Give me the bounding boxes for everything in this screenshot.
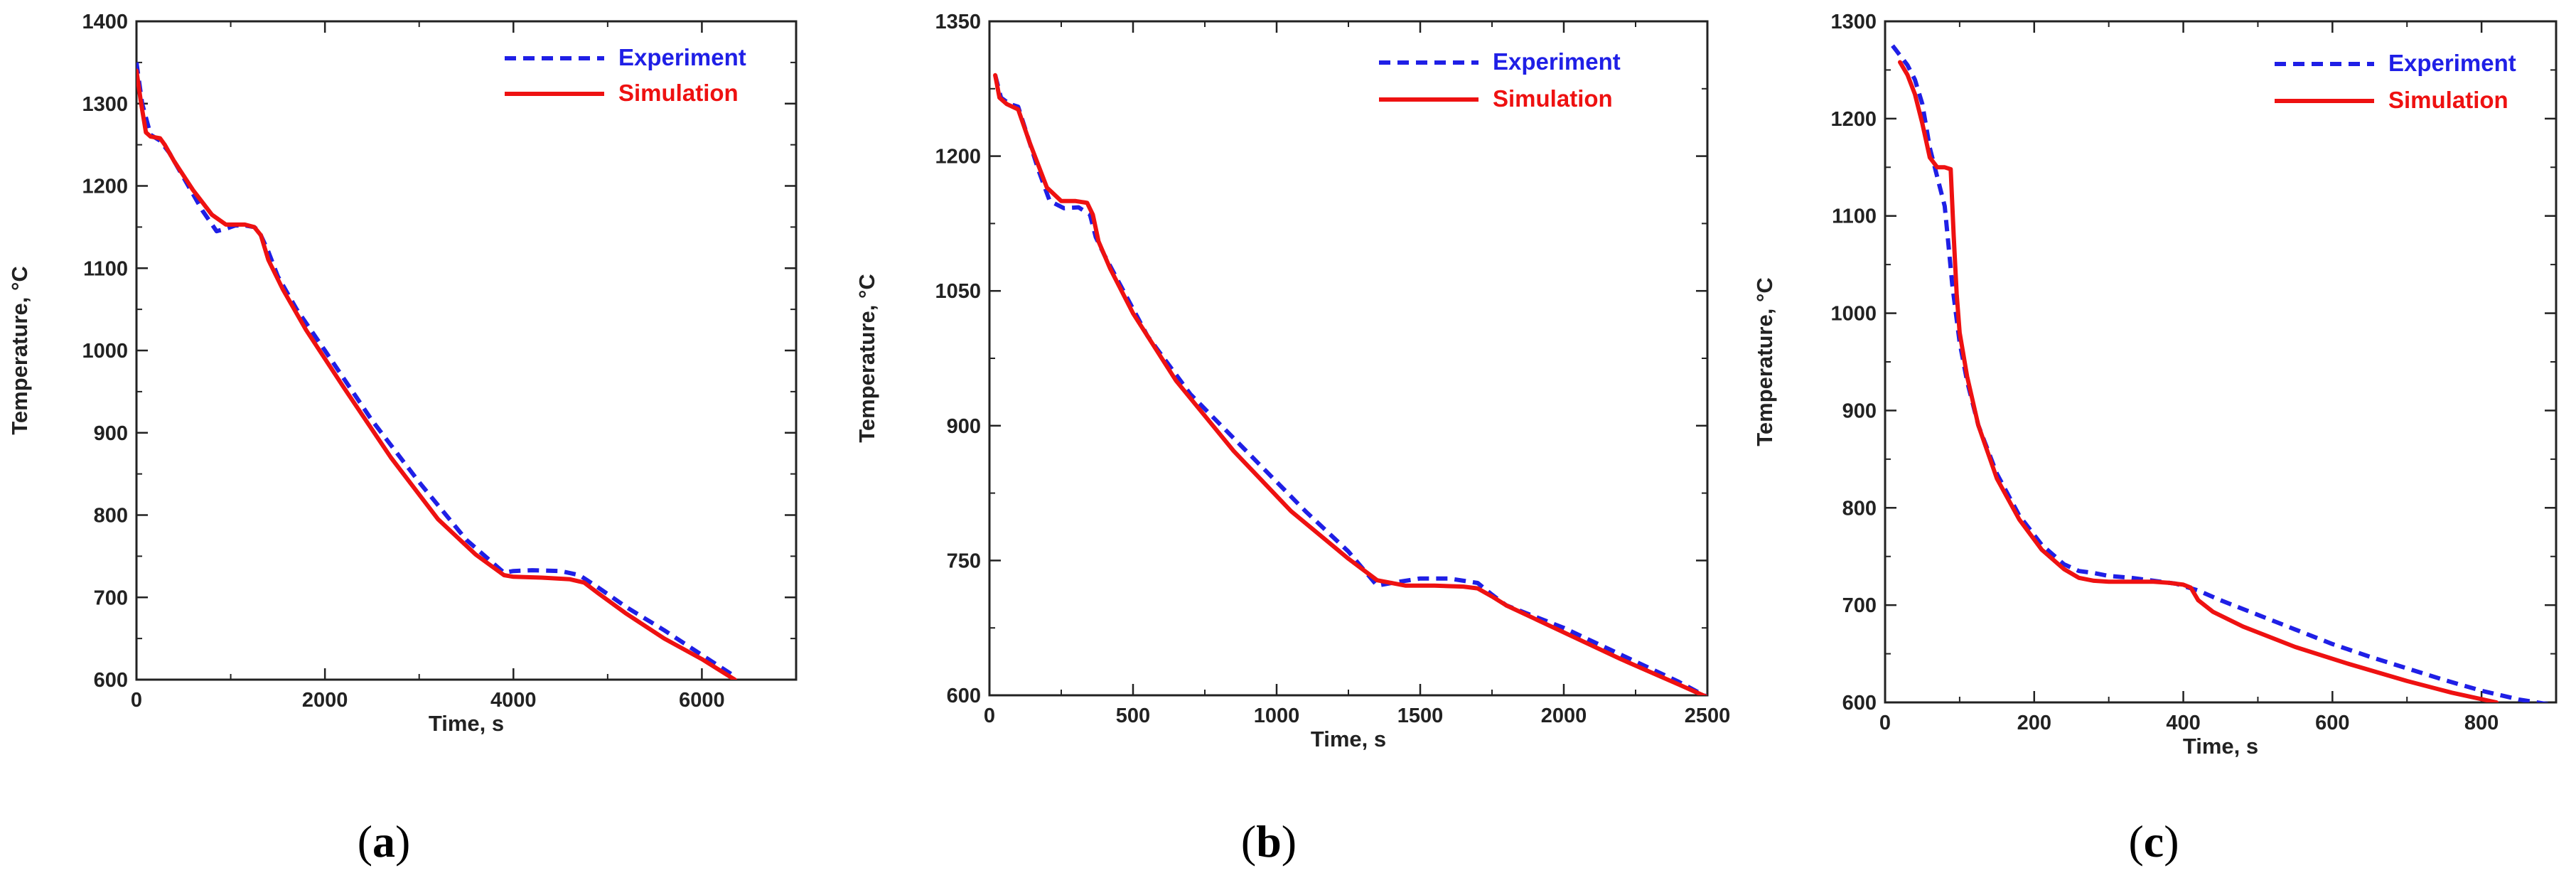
x-axis-title: Time, s [429,711,504,736]
x-tick-label: 4000 [490,689,537,712]
y-tick-label: 900 [1842,400,1877,422]
legend-label-experiment: Experiment [2388,50,2516,76]
y-tick-label: 900 [94,422,128,445]
legend-label-simulation: Simulation [618,80,739,106]
x-tick-label: 1000 [1254,705,1300,727]
legend: Experiment Simulation [2275,50,2516,113]
y-tick-label: 1300 [82,93,128,116]
x-tick-label: 6000 [679,689,725,712]
panel-label: (a) [358,816,411,867]
x-tick-label: 400 [2166,712,2200,734]
x-tick-label: 0 [1879,712,1891,734]
y-tick-label: 600 [94,669,128,692]
chart-panel-b: 600 750 900 1050 1200 1350 0 500 1000 1500 2000 250… [854,11,1730,867]
panel-label-letter: b [1256,816,1282,867]
x-tick-label: 200 [2017,712,2051,734]
panel-label-open-paren: ( [358,816,372,867]
panel-label-close-paren: ) [395,816,410,867]
series-line-experiment [136,62,736,678]
y-axis-title: Temperature, °C [7,266,32,435]
legend-label-experiment: Experiment [1493,48,1621,75]
series-line-simulation [136,68,737,680]
y-tick-label: 1100 [1832,205,1877,228]
panel-label-close-paren: ) [2164,816,2179,867]
panel-label: (c) [2128,816,2179,867]
x-axis-title: Time, s [2183,734,2258,759]
y-tick-label: 700 [1842,594,1877,617]
x-axis-title: Time, s [1311,727,1386,751]
x-tick-label: 0 [984,705,995,727]
y-tick-label: 1000 [82,340,128,363]
x-tick-label: 1500 [1397,705,1444,727]
y-axis-title: Temperature, °C [854,274,879,443]
y-tick-label: 1350 [935,11,981,33]
legend: Experiment Simulation [1379,48,1621,112]
legend-label-simulation: Simulation [1493,85,1613,112]
y-tick-label: 1100 [83,257,128,280]
legend-label-experiment: Experiment [618,44,746,70]
panel-label-letter: c [2144,816,2164,867]
panel-label-open-paren: ( [2128,816,2143,867]
x-tick-label: 0 [131,689,142,712]
x-tick-label: 600 [2315,712,2349,734]
legend-label-simulation: Simulation [2388,87,2508,113]
y-tick-label: 900 [947,415,981,438]
y-tick-label: 1200 [935,146,981,168]
y-tick-label: 600 [947,685,981,707]
chart-panel-a: 600 700 800 900 1000 1100 1200 1300 1400 0 2000 400… [7,11,798,867]
legend: Experiment Simulation [505,44,746,106]
series-line-simulation [993,73,1707,695]
panel-label: (b) [1241,816,1297,867]
y-tick-label: 750 [947,550,981,572]
y-tick-label: 800 [1842,497,1877,520]
panel-label-open-paren: ( [1241,816,1256,867]
y-tick-label: 1300 [1830,11,1877,33]
y-tick-label: 1050 [935,280,981,303]
series-line-experiment [993,75,1707,695]
plot-frame [1884,20,2558,704]
x-tick-label: 2000 [302,689,348,712]
y-tick-label: 800 [94,505,128,528]
y-tick-label: 1000 [1830,303,1877,326]
x-tick-label: 2500 [1685,705,1731,727]
plot-frame [135,20,798,681]
y-tick-label: 600 [1842,692,1877,714]
chart-panel-c: 600 700 800 900 1000 1100 1200 1300 0 200 400 600 80… [1752,11,2558,867]
y-tick-label: 1200 [1830,108,1877,131]
y-tick-label: 700 [94,587,128,609]
y-axis-title: Temperature, °C [1752,277,1777,446]
panel-label-close-paren: ) [1282,816,1297,867]
plot-frame [988,20,1709,697]
series-line-simulation [1898,60,2499,702]
y-tick-label: 1200 [82,176,128,198]
series-line-experiment [1891,44,2549,702]
x-tick-label: 2000 [1541,705,1587,727]
panel-label-letter: a [372,816,395,867]
y-tick-label: 1400 [82,11,128,33]
x-tick-label: 800 [2464,712,2499,734]
x-tick-label: 500 [1116,705,1150,727]
